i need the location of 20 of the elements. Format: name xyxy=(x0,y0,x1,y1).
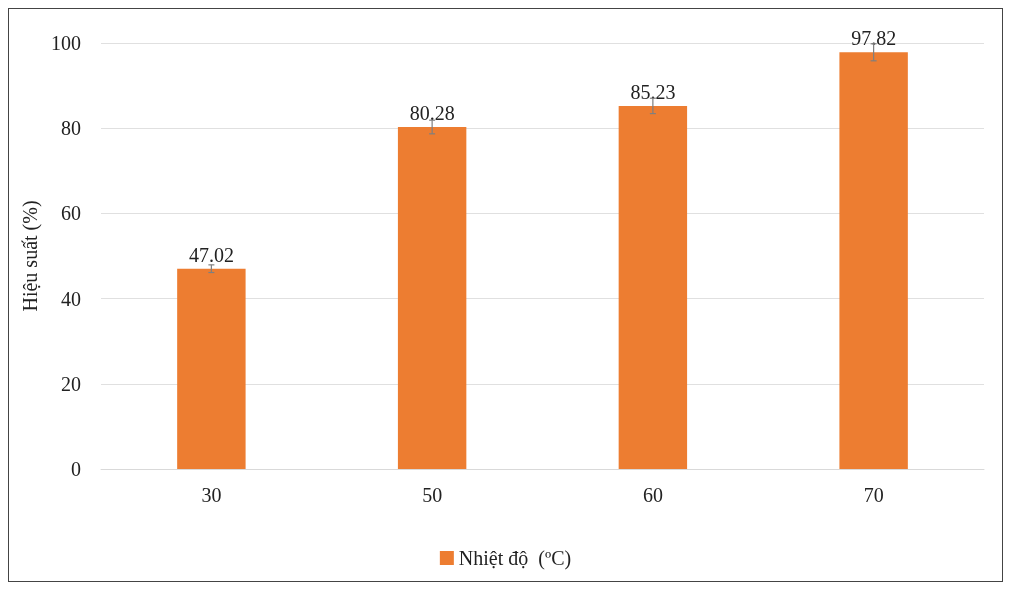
x-tick-label: 50 xyxy=(422,484,443,506)
bar xyxy=(397,127,467,469)
y-axis-title: Hiệu suất (%) xyxy=(19,200,43,312)
legend-label: Nhiệt độ (ºC) xyxy=(458,547,572,570)
data-label: 85.23 xyxy=(630,80,676,103)
x-tick-label: 70 xyxy=(863,484,884,506)
y-tick-label: 100 xyxy=(51,32,81,54)
x-tick-label: 30 xyxy=(201,484,222,506)
y-tick-label: 0 xyxy=(71,458,81,480)
bar xyxy=(177,268,246,469)
y-tick-label: 40 xyxy=(61,287,81,310)
x-tick-label: 60 xyxy=(642,484,663,506)
bar xyxy=(839,52,908,469)
data-label: 97.82 xyxy=(851,27,897,50)
bar xyxy=(618,105,688,469)
data-label: 80.28 xyxy=(409,102,455,125)
y-tick-label: 60 xyxy=(61,202,81,225)
data-label: 47.02 xyxy=(188,243,234,266)
y-tick-label: 20 xyxy=(61,372,81,395)
y-tick-label: 80 xyxy=(61,117,81,140)
